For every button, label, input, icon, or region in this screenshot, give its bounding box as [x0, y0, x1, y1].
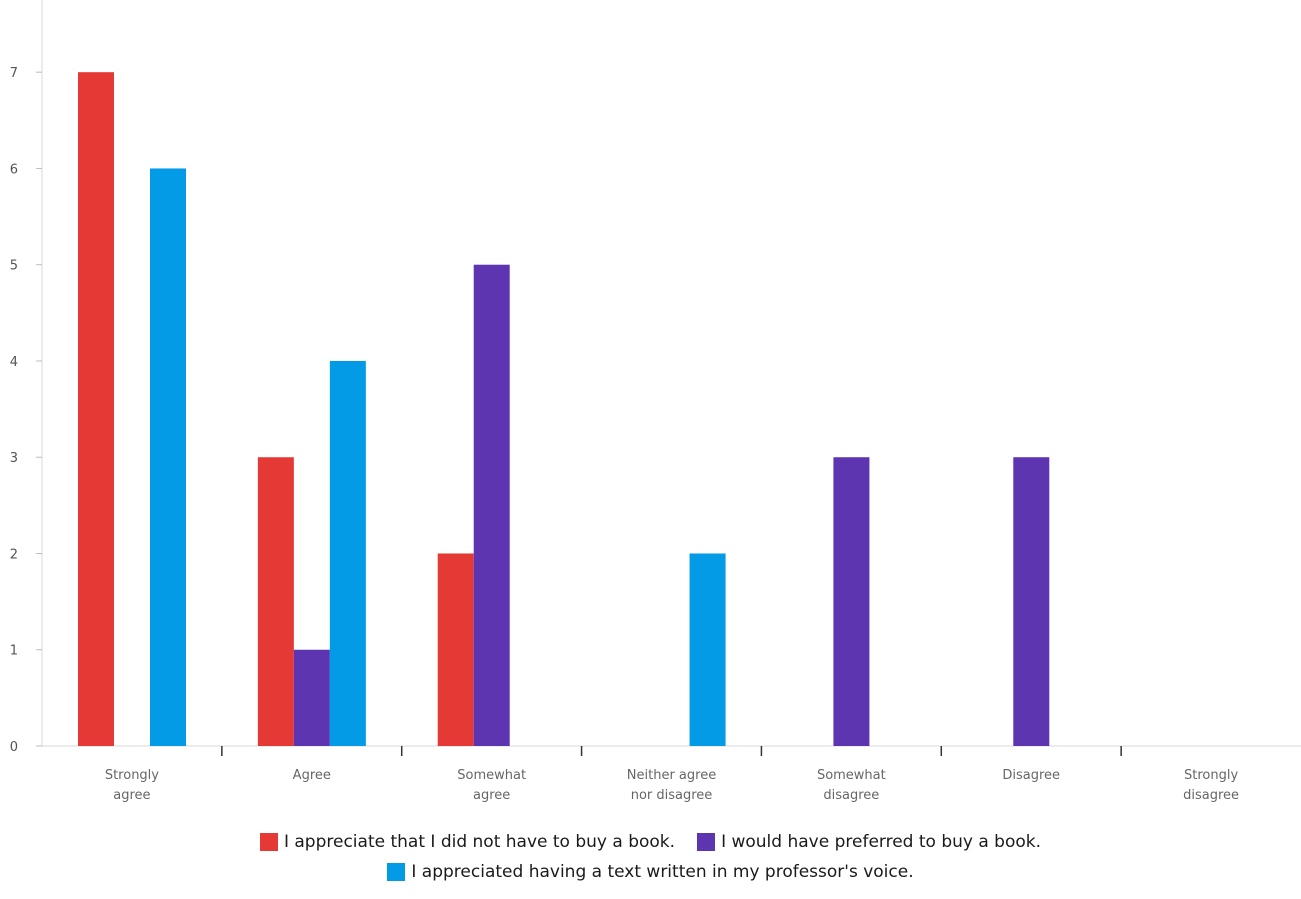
bar-series-1-1 — [78, 72, 114, 747]
x-category-label: Somewhat disagree — [817, 768, 886, 803]
y-tick-label: 3 — [10, 451, 18, 466]
legend-label-series-3: I appreciated having a text written in m… — [411, 862, 914, 882]
legend-swatch-series-2 — [697, 833, 716, 851]
legend-swatch-series-1 — [259, 833, 278, 851]
y-tick-label: 6 — [10, 162, 18, 177]
legend-item-series-1[interactable]: I appreciate that I did not have to buy … — [259, 832, 676, 852]
bars — [78, 72, 1050, 747]
legend: I appreciate that I did not have to buy … — [0, 827, 1301, 887]
bar-series-3-1 — [150, 168, 186, 747]
bar-series-2-2 — [293, 649, 330, 746]
x-category-label: Somewhat agree — [457, 768, 526, 803]
y-tick-label: 5 — [10, 259, 18, 274]
legend-swatch-series-3 — [387, 863, 406, 881]
legend-label-series-2: I would have preferred to buy a book. — [721, 832, 1042, 852]
legend-row-1: I appreciate that I did not have to buy … — [0, 827, 1301, 857]
bar-series-3-2 — [329, 360, 366, 746]
bar-chart: 0 1 2 3 4 5 6 7 Strongly agree Agree Somewhat agree N… — [10, 0, 1301, 803]
bar-series-2-3 — [473, 264, 510, 746]
legend-item-series-3[interactable]: I appreciated having a text written in m… — [387, 862, 914, 882]
legend-row-2: I appreciated having a text written in m… — [0, 857, 1301, 887]
x-category-label: Strongly agree — [105, 768, 159, 803]
legend-item-series-2[interactable]: I would have preferred to buy a book. — [697, 832, 1041, 852]
x-category-label: Agree — [293, 768, 331, 783]
x-category-label: Disagree — [1002, 768, 1060, 783]
bar-series-2-6 — [1013, 457, 1050, 746]
y-tick-label: 1 — [10, 644, 18, 659]
bar-series-1-2 — [257, 457, 294, 746]
y-tick-label: 4 — [10, 355, 18, 370]
y-tick-label: 7 — [10, 66, 18, 81]
x-category-label: Strongly disagree — [1183, 768, 1239, 803]
bar-series-3-4 — [689, 553, 726, 746]
bar-series-2-5 — [833, 457, 870, 746]
bar-series-1-3 — [437, 553, 474, 746]
axes — [36, 0, 1301, 756]
x-category-label: Neither agree nor disagree — [627, 768, 716, 803]
labels: 0 1 2 3 4 5 6 7 Strongly agree Agree Somewhat agree N… — [10, 66, 1239, 803]
legend-label-series-1: I appreciate that I did not have to buy … — [283, 832, 676, 852]
y-tick-label: 2 — [10, 547, 18, 562]
y-tick-label: 0 — [10, 740, 18, 755]
